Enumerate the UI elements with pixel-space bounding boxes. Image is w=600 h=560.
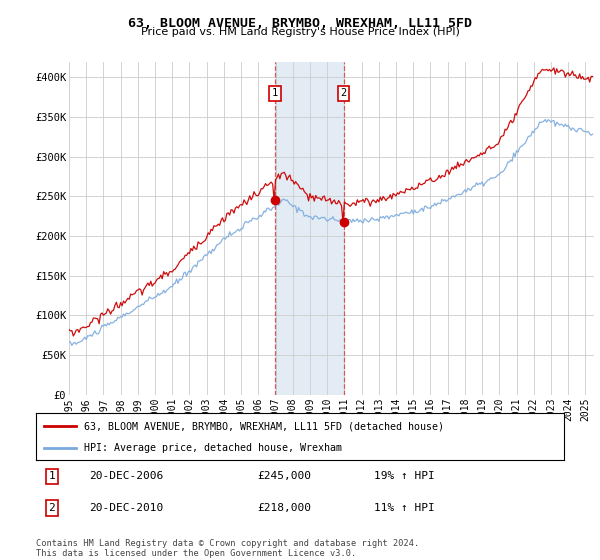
Text: 2: 2 bbox=[341, 88, 347, 99]
Text: £245,000: £245,000 bbox=[258, 472, 312, 482]
Text: 19% ↑ HPI: 19% ↑ HPI bbox=[374, 472, 434, 482]
Text: 1: 1 bbox=[49, 472, 55, 482]
Text: £218,000: £218,000 bbox=[258, 503, 312, 513]
Text: Price paid vs. HM Land Registry's House Price Index (HPI): Price paid vs. HM Land Registry's House … bbox=[140, 27, 460, 37]
Text: 20-DEC-2010: 20-DEC-2010 bbox=[89, 503, 163, 513]
Text: 11% ↑ HPI: 11% ↑ HPI bbox=[374, 503, 434, 513]
Bar bbox=[275, 62, 344, 395]
Text: 63, BLOOM AVENUE, BRYMBO, WREXHAM, LL11 5FD: 63, BLOOM AVENUE, BRYMBO, WREXHAM, LL11 … bbox=[128, 17, 472, 30]
Text: Contains HM Land Registry data © Crown copyright and database right 2024.
This d: Contains HM Land Registry data © Crown c… bbox=[36, 539, 419, 558]
Text: 63, BLOOM AVENUE, BRYMBO, WREXHAM, LL11 5FD (detached house): 63, BLOOM AVENUE, BRYMBO, WREXHAM, LL11 … bbox=[83, 421, 443, 431]
Text: 2: 2 bbox=[49, 503, 55, 513]
Text: 20-DEC-2006: 20-DEC-2006 bbox=[89, 472, 163, 482]
Text: HPI: Average price, detached house, Wrexham: HPI: Average price, detached house, Wrex… bbox=[83, 444, 341, 454]
Text: 1: 1 bbox=[272, 88, 278, 99]
